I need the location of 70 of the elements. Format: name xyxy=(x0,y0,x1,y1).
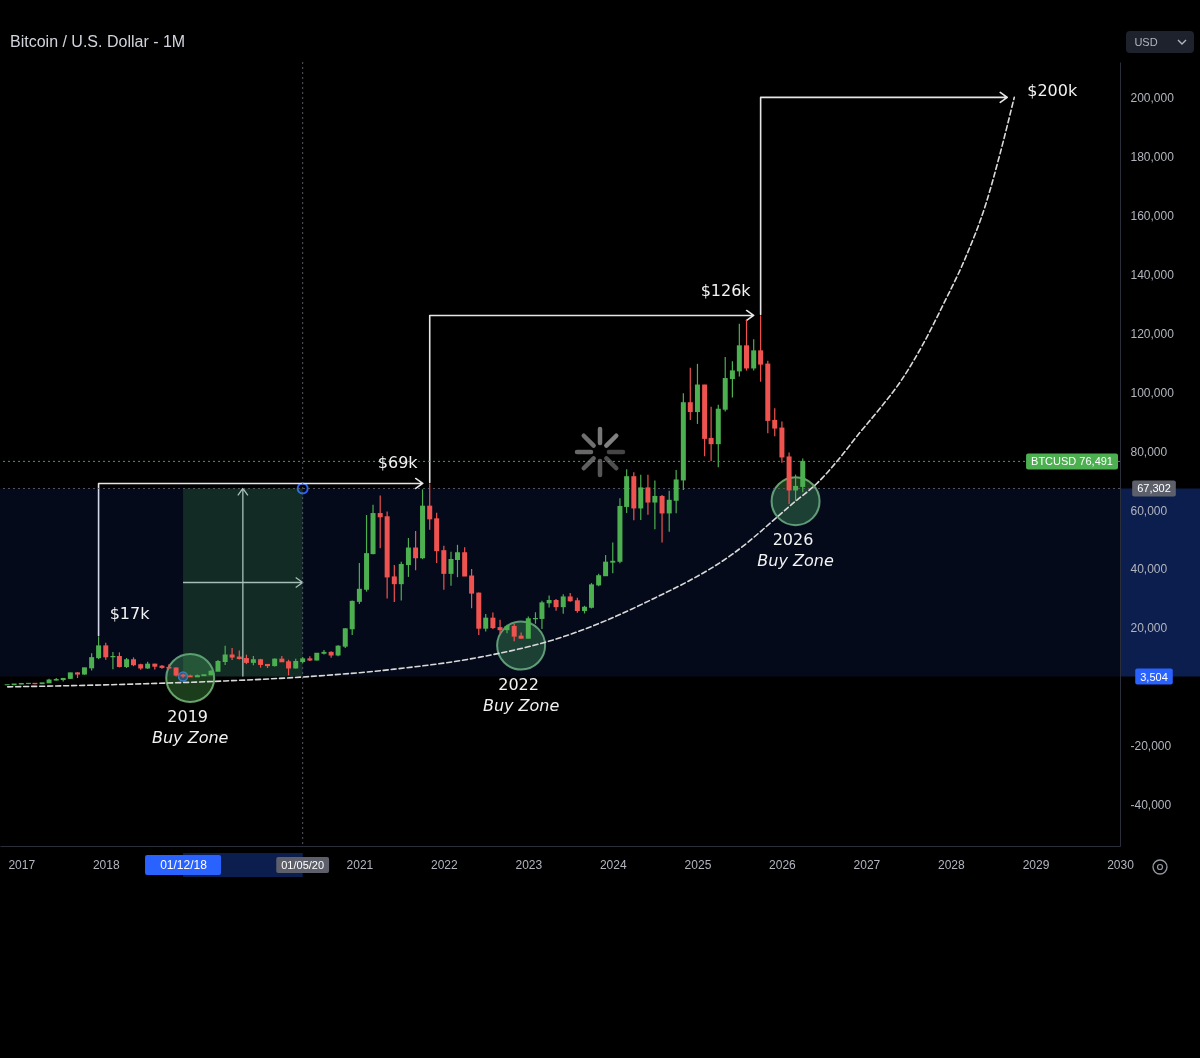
annotation: $126k xyxy=(700,280,752,300)
candlestick xyxy=(469,568,475,609)
annotation: 2019 Buy Zone xyxy=(152,706,229,747)
x-tick-label: 2022 xyxy=(430,857,458,872)
y-tick-label: -20,000 xyxy=(1130,739,1172,754)
x-tick-label: 2018 xyxy=(92,857,120,872)
annotation: 2026 Buy Zone xyxy=(757,529,834,570)
band-label: 3,504 xyxy=(1140,670,1168,683)
x-tick-label: 2028 xyxy=(937,857,966,872)
candlestick xyxy=(758,314,764,383)
candlestick xyxy=(588,582,594,610)
y-tick-label: 80,000 xyxy=(1130,444,1168,459)
candlestick xyxy=(413,530,419,571)
candlestick xyxy=(229,647,235,661)
x-tick-label: 2021 xyxy=(346,857,374,872)
candlestick xyxy=(673,469,679,514)
y-tick-label: 20,000 xyxy=(1130,621,1168,636)
candlestick xyxy=(497,619,503,634)
candlestick xyxy=(427,482,433,531)
candlestick xyxy=(356,562,362,605)
candlestick xyxy=(708,406,714,462)
y-tick-label: 40,000 xyxy=(1130,562,1168,577)
x-tick-label: 2029 xyxy=(1022,857,1050,872)
x-tick-label: 2030 xyxy=(1107,857,1135,872)
annotation: $17k xyxy=(109,604,151,624)
candlestick xyxy=(525,615,531,639)
y-tick-label: 160,000 xyxy=(1130,208,1175,223)
candlestick xyxy=(772,407,778,437)
candlestick xyxy=(398,561,404,602)
candlestick xyxy=(751,338,757,372)
y-tick-label: 200,000 xyxy=(1130,90,1175,105)
y-tick-label: 60,000 xyxy=(1130,503,1168,518)
candlestick xyxy=(610,541,616,574)
candlestick xyxy=(560,593,566,615)
ref-line-label: BTCUSD 76,491 xyxy=(1031,455,1113,468)
candlestick xyxy=(744,319,750,372)
annotation: $200k xyxy=(1027,80,1078,100)
y-tick-label: 180,000 xyxy=(1130,149,1175,164)
candlestick xyxy=(342,627,348,649)
line-series xyxy=(6,96,1016,688)
x-tick-label: 01/12/18 xyxy=(160,857,208,872)
candlestick xyxy=(441,545,447,591)
candlestick xyxy=(729,360,735,399)
y-tick-label: -40,000 xyxy=(1130,798,1172,813)
candlestick xyxy=(652,479,658,530)
x-tick-label: 2024 xyxy=(599,857,627,872)
candlestick xyxy=(391,564,397,603)
y-tick-label: 100,000 xyxy=(1130,385,1175,400)
currency-dropdown: USD xyxy=(1126,31,1194,53)
x-tick-label: 2017 xyxy=(8,857,36,872)
candlestick xyxy=(687,367,693,421)
x-tick-label: 2025 xyxy=(684,857,712,872)
x-tick-label: 2027 xyxy=(853,857,881,872)
annotation: $69k xyxy=(377,452,419,472)
candlestick xyxy=(96,636,102,660)
candlestick xyxy=(666,490,672,533)
candlestick xyxy=(405,537,411,578)
candlestick xyxy=(659,494,665,544)
chart-title: Bitcoin / U.S. Dollar - 1M xyxy=(10,32,186,50)
y-tick-label: 120,000 xyxy=(1130,326,1175,341)
y-tick-label: 140,000 xyxy=(1130,267,1175,282)
annotation: 2022 Buy Zone xyxy=(482,674,560,715)
candlestick xyxy=(377,494,383,549)
ref-line-label: 01/05/20 xyxy=(281,859,325,871)
x-tick-label: 2026 xyxy=(769,857,797,872)
candlestick xyxy=(638,474,644,521)
candlestick xyxy=(222,645,228,666)
ref-line-label: 67,302 xyxy=(1137,482,1171,495)
candlestick xyxy=(645,474,651,516)
x-tick-label: 2023 xyxy=(515,857,543,872)
